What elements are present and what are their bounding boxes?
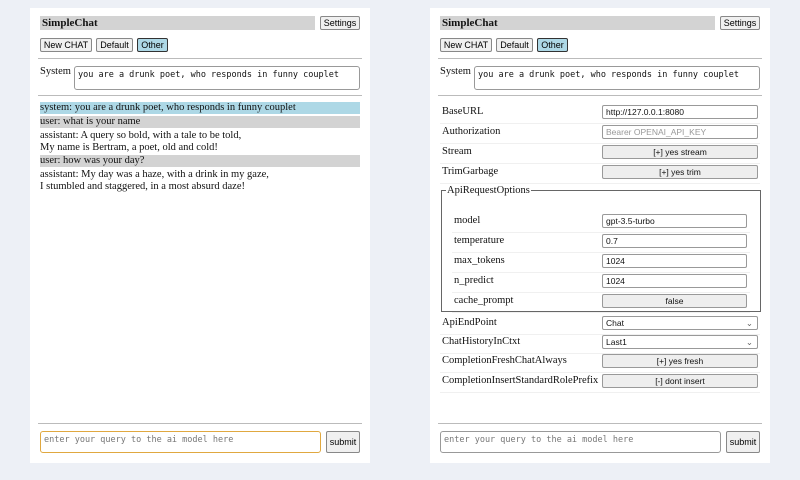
option-model: model gpt-3.5-turbo: [452, 212, 750, 233]
setting-base-url: BaseURL http://127.0.0.1:8080: [440, 103, 760, 124]
cache-prompt-label: cache_prompt: [454, 295, 513, 306]
settings-button[interactable]: Settings: [720, 16, 760, 30]
temperature-input[interactable]: 0.7: [602, 234, 747, 248]
option-n-predict: n_predict 1024: [452, 272, 750, 293]
stream-label: Stream: [442, 146, 472, 157]
divider: [38, 58, 362, 59]
setting-api-endpoint: ApiEndPoint Chat ⌄: [440, 314, 760, 335]
message-line: assistant: My day was a haze, with a dri…: [40, 169, 360, 181]
setting-authorization: Authorization Bearer OPENAI_API_KEY: [440, 123, 760, 144]
new-chat-button[interactable]: New CHAT: [440, 38, 492, 52]
system-prompt-input[interactable]: you are a drunk poet, who responds in fu…: [474, 66, 760, 90]
api-endpoint-select[interactable]: Chat ⌄: [602, 316, 758, 330]
completion-fresh-label: CompletionFreshChatAlways: [442, 355, 567, 366]
setting-stream: Stream [+] yes stream: [440, 143, 760, 164]
divider: [38, 95, 362, 96]
session-default-button[interactable]: Default: [496, 38, 533, 52]
n-predict-label: n_predict: [454, 275, 494, 286]
max-tokens-input[interactable]: 1024: [602, 254, 747, 268]
system-label: System: [440, 66, 471, 77]
system-label: System: [40, 66, 71, 77]
settings-panel: SimpleChat Settings New CHAT Default Oth…: [430, 8, 770, 463]
submit-button[interactable]: submit: [326, 431, 360, 453]
chevron-down-icon: ⌄: [746, 336, 753, 348]
base-url-label: BaseURL: [442, 106, 483, 117]
trim-garbage-toggle[interactable]: [+] yes trim: [602, 165, 758, 179]
new-chat-button[interactable]: New CHAT: [40, 38, 92, 52]
session-other-button[interactable]: Other: [537, 38, 568, 52]
message-line: I stumbled and staggered, in a most absu…: [40, 181, 360, 193]
setting-role-prefix: CompletionInsertStandardRolePrefix [-] d…: [440, 372, 760, 393]
model-label: model: [454, 215, 480, 226]
app-title: SimpleChat: [440, 16, 715, 30]
system-prompt-input[interactable]: you are a drunk poet, who responds in fu…: [74, 66, 360, 90]
chevron-down-icon: ⌄: [746, 317, 753, 329]
temperature-label: temperature: [454, 235, 504, 246]
chat-panel: SimpleChat Settings New CHAT Default Oth…: [30, 8, 370, 463]
setting-completion-fresh: CompletionFreshChatAlways [+] yes fresh: [440, 352, 760, 373]
option-max-tokens: max_tokens 1024: [452, 252, 750, 273]
option-temperature: temperature 0.7: [452, 232, 750, 253]
authorization-input[interactable]: Bearer OPENAI_API_KEY: [602, 125, 758, 139]
chat-history-value: Last1: [606, 337, 627, 347]
max-tokens-label: max_tokens: [454, 255, 505, 266]
trim-garbage-label: TrimGarbage: [442, 166, 498, 177]
divider: [38, 423, 362, 424]
cache-prompt-toggle[interactable]: false: [602, 294, 747, 308]
model-input[interactable]: gpt-3.5-turbo: [602, 214, 747, 228]
divider: [438, 423, 762, 424]
base-url-input[interactable]: http://127.0.0.1:8080: [602, 105, 758, 119]
chat-history-select[interactable]: Last1 ⌄: [602, 335, 758, 349]
stream-toggle[interactable]: [+] yes stream: [602, 145, 758, 159]
chat-message-assistant: assistant: A query so bold, with a tale …: [40, 130, 360, 154]
session-default-button[interactable]: Default: [96, 38, 133, 52]
chat-message-user: user: how was your day?: [40, 155, 360, 167]
message-line: assistant: A query so bold, with a tale …: [40, 130, 360, 142]
authorization-label: Authorization: [442, 126, 500, 137]
api-endpoint-label: ApiEndPoint: [442, 317, 497, 328]
divider: [438, 95, 762, 96]
n-predict-input[interactable]: 1024: [602, 274, 747, 288]
settings-button[interactable]: Settings: [320, 16, 360, 30]
message-line: My name is Bertram, a poet, old and cold…: [40, 142, 360, 154]
divider: [438, 58, 762, 59]
role-prefix-label: CompletionInsertStandardRolePrefix: [442, 375, 598, 386]
chat-message-system: system: you are a drunk poet, who respon…: [40, 102, 360, 114]
api-request-options: ApiRequestOptions model gpt-3.5-turbo te…: [441, 185, 761, 312]
session-other-button[interactable]: Other: [137, 38, 168, 52]
app-title: SimpleChat: [40, 16, 315, 30]
api-request-options-legend: ApiRequestOptions: [446, 185, 531, 196]
query-input[interactable]: enter your query to the ai model here: [440, 431, 721, 453]
role-prefix-toggle[interactable]: [-] dont insert: [602, 374, 758, 388]
api-endpoint-value: Chat: [606, 318, 624, 328]
completion-fresh-toggle[interactable]: [+] yes fresh: [602, 354, 758, 368]
chat-history-label: ChatHistoryInCtxt: [442, 336, 520, 347]
query-input[interactable]: enter your query to the ai model here: [40, 431, 321, 453]
setting-trim-garbage: TrimGarbage [+] yes trim: [440, 163, 760, 184]
option-cache-prompt: cache_prompt false: [452, 292, 750, 313]
setting-chat-history: ChatHistoryInCtxt Last1 ⌄: [440, 333, 760, 354]
chat-message-user: user: what is your name: [40, 116, 360, 128]
chat-message-assistant: assistant: My day was a haze, with a dri…: [40, 169, 360, 193]
submit-button[interactable]: submit: [726, 431, 760, 453]
